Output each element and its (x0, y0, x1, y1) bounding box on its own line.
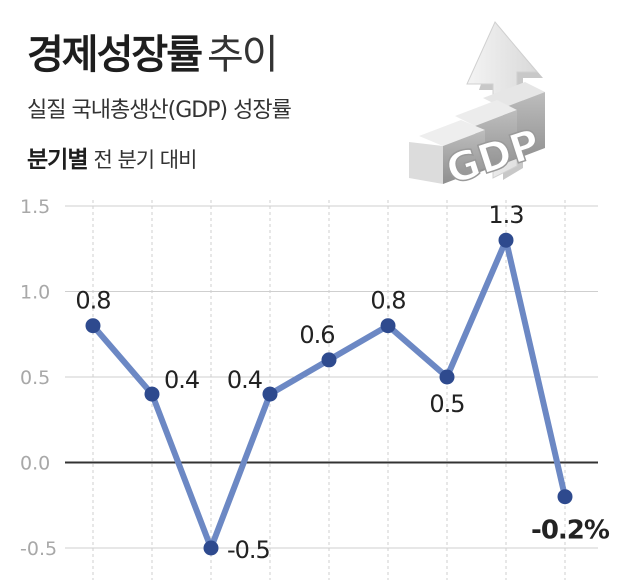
data-point (557, 489, 573, 505)
horizontal-gridlines (65, 205, 598, 549)
data-point (498, 232, 514, 248)
note-normal: 전 분기 대비 (93, 148, 197, 172)
data-point (439, 369, 455, 385)
chart-note: 분기별 전 분기 대비 (27, 140, 197, 174)
data-markers (85, 232, 573, 556)
title-main: 경제성장률 (27, 32, 203, 78)
y-tick-label: 0.5 (20, 367, 50, 389)
y-tick-label: 1.0 (20, 282, 50, 304)
data-point (262, 386, 278, 402)
data-label: 0.6 (299, 321, 334, 349)
title-sub: 추이 (207, 32, 279, 78)
note-bold: 분기별 (27, 147, 88, 173)
y-tick-label: 1.5 (20, 196, 50, 218)
data-point (144, 386, 160, 402)
data-label: -0.5 (227, 536, 270, 564)
data-label: 0.5 (429, 390, 464, 418)
y-axis-tick-labels: 1.5 1.0 0.5 0.0 -0.5 (20, 196, 57, 560)
data-label: 0.8 (75, 287, 110, 315)
y-tick-label: -0.5 (20, 538, 57, 560)
data-point (85, 318, 101, 334)
data-point (321, 352, 337, 368)
data-label: 0.4 (164, 366, 199, 394)
data-point (203, 540, 219, 556)
data-label: 1.3 (488, 201, 523, 229)
data-labels: 0.8 0.4 -0.5 0.4 0.6 0.8 0.5 1.3 -0.2% (75, 201, 610, 564)
gdp-3d-letters-arrow-icon: GDP (409, 21, 547, 193)
data-label: 0.4 (227, 366, 262, 394)
data-label: 0.8 (370, 287, 405, 315)
chart-title: 경제성장률 추이 (27, 22, 279, 80)
data-label: -0.2% (531, 516, 610, 546)
y-tick-label: 0.0 (20, 453, 50, 475)
data-point (380, 318, 396, 334)
chart-subtitle: 실질 국내총생산(GDP) 성장률 (27, 98, 292, 123)
